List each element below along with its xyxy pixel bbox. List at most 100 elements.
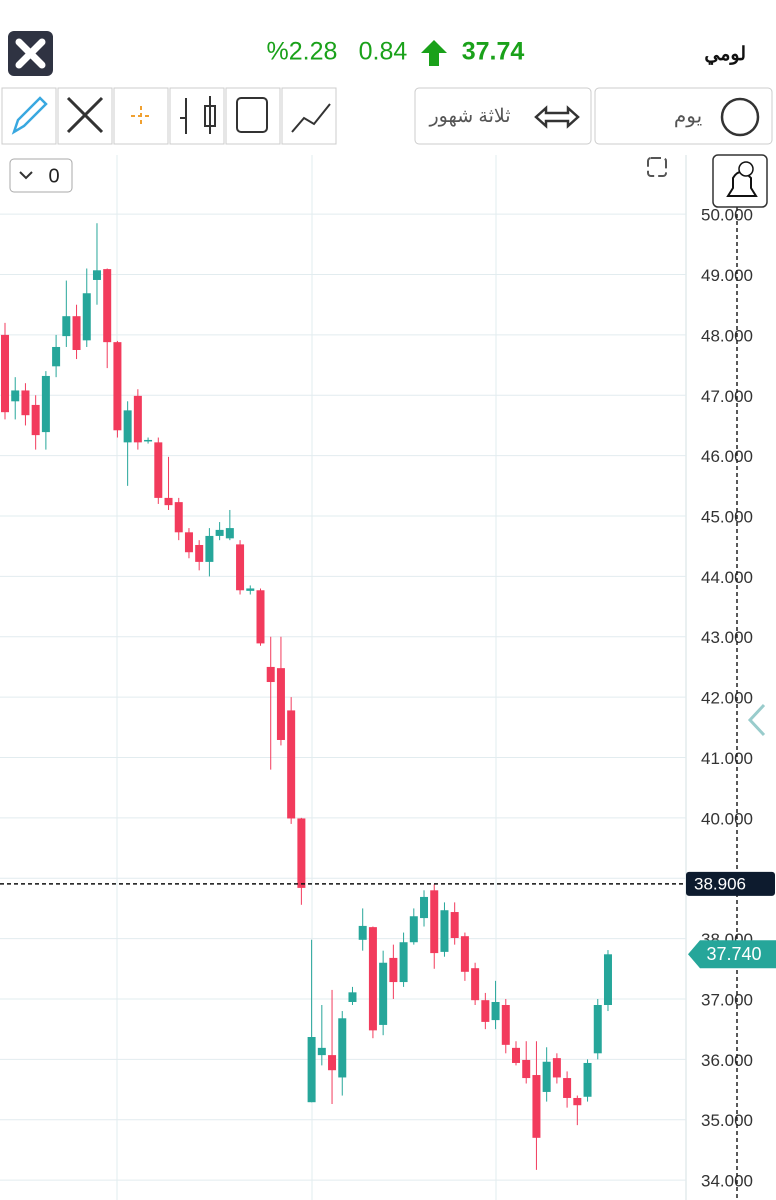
candle-icon: [180, 96, 216, 134]
candle-body: [276, 668, 285, 740]
candle-body: [164, 497, 173, 506]
candle-body: [246, 588, 255, 591]
y-tick-label: 37.000: [701, 990, 753, 1009]
y-tick-label: 42.000: [701, 689, 753, 708]
y-tick-label: 40.000: [701, 809, 753, 828]
plot-area: 34.00035.00036.00037.00038.00039.00040.0…: [0, 155, 776, 1200]
y-tick-label: 46.000: [701, 447, 753, 466]
candle-body: [52, 346, 61, 367]
candle-body: [348, 992, 357, 1002]
percent-change: %2.28: [267, 38, 338, 66]
pencil-icon: [11, 96, 48, 135]
candle-body: [440, 910, 449, 952]
last-price-tag: [688, 940, 776, 969]
candle-body: [1, 334, 9, 413]
y-tick-label: 43.000: [701, 628, 753, 647]
crosshair-icon: [131, 106, 151, 126]
candle-body: [328, 1055, 337, 1071]
candle-body: [450, 912, 459, 938]
crosshair-label: 38.906: [694, 874, 746, 893]
fullscreen-icon[interactable]: [647, 157, 667, 177]
candle-body: [154, 442, 163, 498]
candle-body: [532, 1075, 541, 1138]
candle-body: [399, 942, 408, 983]
candle-body: [287, 710, 296, 819]
toolbar: ثلاثة شهور يوم: [1, 87, 773, 145]
candle-body: [430, 890, 439, 954]
candle-body: [266, 666, 275, 683]
candle-body: [522, 1059, 531, 1079]
candle-body: [11, 390, 20, 402]
y-tick-label: 41.000: [701, 749, 753, 768]
y-tick-label: 50.000: [701, 206, 753, 225]
candle-body: [471, 968, 480, 1001]
candle-body: [552, 1058, 561, 1078]
candle-body: [21, 390, 30, 416]
range-label: ثلاثة شهور: [428, 106, 510, 127]
side-handle[interactable]: [747, 703, 766, 737]
interval-label: يوم: [674, 105, 702, 127]
range-button[interactable]: [414, 87, 592, 145]
candle-body: [184, 532, 193, 553]
candle-body: [103, 269, 112, 343]
candle-body: [72, 316, 81, 350]
candle-body: [92, 270, 101, 280]
candle-body: [368, 927, 377, 1031]
candle-body: [215, 529, 224, 536]
candle-body: [563, 1078, 572, 1098]
candle-body: [358, 925, 367, 940]
y-tick-label: 45.000: [701, 507, 753, 526]
candle-body: [174, 502, 183, 533]
symbol: لومي: [704, 44, 746, 66]
candle-body: [542, 1061, 551, 1092]
candle-body: [409, 916, 418, 943]
y-tick-label: 49.000: [701, 266, 753, 285]
candle-body: [379, 962, 388, 1025]
candle-body: [41, 375, 50, 433]
candle-body: [389, 957, 398, 983]
candle-body: [31, 404, 40, 436]
y-tick-label: 35.000: [701, 1111, 753, 1130]
candle-body: [62, 316, 71, 337]
candle-body: [501, 1005, 510, 1045]
change: 0.84: [359, 38, 408, 66]
compare[interactable]: [281, 87, 337, 145]
candle-body: [583, 1062, 592, 1097]
candle-body: [460, 936, 469, 972]
candle-body: [123, 410, 132, 443]
clock-icon: [720, 97, 760, 137]
candle-body: [491, 1001, 500, 1021]
candle-body: [82, 293, 91, 341]
y-tick-label: 44.000: [701, 568, 753, 587]
indicators[interactable]: [225, 87, 281, 145]
draw-tool[interactable]: [1, 87, 57, 145]
alert-button[interactable]: [712, 154, 768, 208]
crosshair-tag: [686, 871, 775, 896]
candle-body: [225, 528, 234, 539]
candle-body: [603, 954, 612, 1006]
y-tick-label: 48.000: [701, 326, 753, 345]
candle-body: [338, 1018, 347, 1078]
y-tick-label: 47.000: [701, 387, 753, 406]
candle-body: [297, 818, 306, 888]
trend-icon: [291, 103, 331, 133]
candle-body: [593, 1005, 602, 1054]
y-tick-label: 34.000: [701, 1172, 753, 1191]
candle-body: [317, 1047, 326, 1056]
candle-body: [144, 439, 153, 442]
dropdown[interactable]: 0: [9, 158, 73, 193]
candle-body: [573, 1097, 582, 1106]
crosshair-tool[interactable]: [113, 87, 169, 145]
candle-body: [195, 544, 204, 562]
candle-body: [512, 1047, 520, 1063]
candle-body: [307, 1037, 316, 1103]
range-icon: [534, 105, 580, 129]
y-tick-label: 36.000: [701, 1051, 753, 1070]
up-arrow: [421, 40, 447, 66]
candle-body: [113, 342, 122, 431]
candle-body: [236, 544, 245, 591]
candle-body: [420, 896, 429, 919]
candle-body: [256, 590, 265, 644]
close-button[interactable]: [8, 31, 53, 76]
